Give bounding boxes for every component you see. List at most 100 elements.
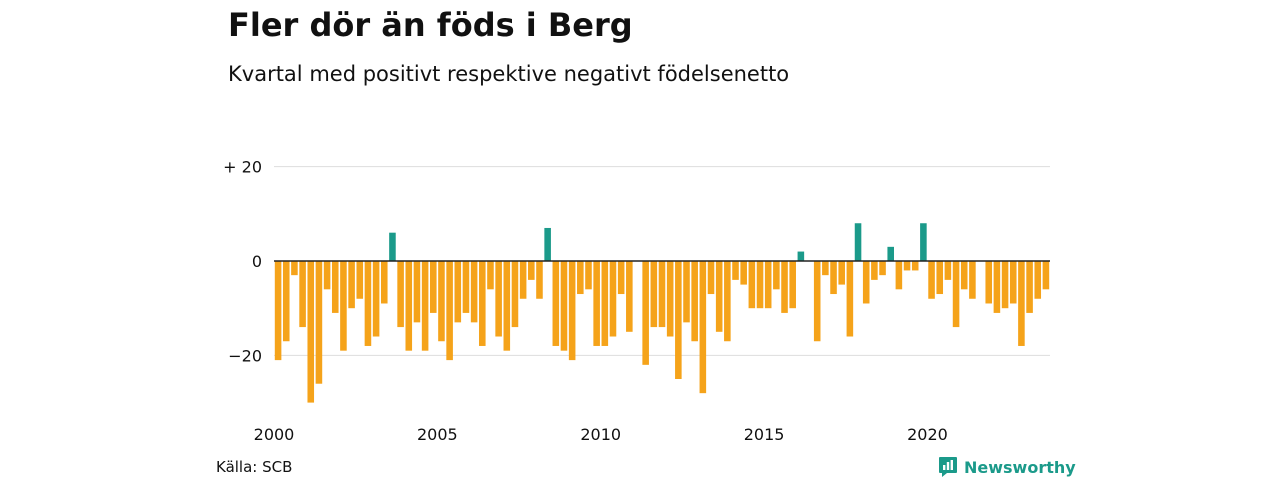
bar	[707, 261, 715, 295]
bar	[658, 261, 666, 328]
bar	[854, 223, 862, 261]
bar	[389, 232, 396, 261]
bar	[536, 261, 543, 299]
bar	[544, 227, 551, 261]
bar	[282, 261, 290, 342]
bar	[479, 261, 486, 346]
bar	[699, 261, 707, 394]
bar	[274, 261, 282, 361]
bar	[887, 246, 894, 261]
bar	[756, 261, 764, 309]
bar	[952, 261, 960, 328]
bar	[781, 261, 788, 313]
bar	[430, 261, 437, 313]
bar	[519, 261, 527, 299]
bar	[960, 261, 968, 290]
bar	[871, 261, 878, 280]
bar	[331, 261, 339, 313]
bar	[528, 261, 535, 280]
bar	[1042, 261, 1050, 290]
bar	[487, 261, 494, 290]
bar	[650, 261, 658, 328]
bar	[503, 261, 511, 351]
bar	[291, 261, 298, 276]
y-tick-label: + 20	[223, 158, 262, 177]
bar	[920, 223, 927, 261]
bar	[315, 261, 323, 384]
bar	[601, 261, 609, 346]
bar	[299, 261, 306, 328]
bar	[438, 261, 445, 342]
bar	[879, 261, 886, 276]
bar	[1009, 261, 1017, 304]
bar	[462, 261, 470, 313]
bar	[830, 261, 837, 295]
bar	[895, 261, 903, 290]
x-tick-label: 2015	[744, 425, 785, 444]
bar	[985, 261, 993, 304]
bar	[675, 261, 682, 379]
y-tick-label: −20	[228, 346, 262, 365]
bar	[413, 261, 421, 323]
bar	[323, 261, 331, 290]
bar	[380, 261, 388, 304]
bar	[691, 261, 698, 342]
bar	[1001, 261, 1009, 309]
bar	[969, 261, 976, 299]
bar	[764, 261, 772, 309]
bar	[560, 261, 568, 351]
bar	[936, 261, 944, 295]
bar	[993, 261, 1001, 313]
chart-subtitle: Kvartal med positivt respektive negativt…	[228, 62, 790, 86]
bar	[617, 261, 625, 295]
bar	[446, 261, 453, 361]
bar	[748, 261, 756, 309]
bar	[511, 261, 519, 328]
bar	[944, 261, 952, 280]
bar	[1034, 261, 1042, 299]
bar	[421, 261, 429, 351]
bar	[568, 261, 576, 361]
bar	[862, 261, 870, 304]
bar	[732, 261, 739, 280]
x-tick-label: 2005	[417, 425, 458, 444]
bar	[838, 261, 845, 285]
bar	[307, 261, 315, 403]
bar	[715, 261, 723, 332]
x-tick-label: 2000	[254, 425, 295, 444]
bar	[928, 261, 935, 299]
bar	[683, 261, 690, 323]
bar	[609, 261, 617, 337]
chart-title: Fler dör än föds i Berg	[228, 6, 633, 44]
bar	[372, 261, 380, 337]
bar	[773, 261, 780, 290]
bar	[797, 251, 805, 261]
bar	[813, 261, 821, 342]
newsworthy-icon	[939, 457, 957, 477]
x-tick-label: 2020	[907, 425, 948, 444]
bar	[822, 261, 829, 276]
bar	[577, 261, 584, 295]
bar	[1026, 261, 1033, 313]
bar	[1018, 261, 1025, 346]
bar	[340, 261, 347, 351]
bar	[903, 261, 911, 271]
x-tick-label: 2010	[580, 425, 621, 444]
bar	[470, 261, 478, 323]
bar	[364, 261, 372, 346]
bar	[846, 261, 854, 337]
bar	[789, 261, 796, 309]
brand-logo: Newsworthy	[938, 456, 1076, 478]
bar	[356, 261, 364, 299]
bar	[397, 261, 404, 328]
bar	[585, 261, 592, 290]
bar	[740, 261, 747, 285]
bar	[626, 261, 633, 332]
source-note: Källa: SCB	[216, 458, 293, 476]
bar	[454, 261, 462, 323]
bar	[724, 261, 731, 342]
bar	[348, 261, 355, 309]
bar	[911, 261, 919, 271]
bar	[666, 261, 674, 337]
brand-name: Newsworthy	[964, 457, 1076, 477]
